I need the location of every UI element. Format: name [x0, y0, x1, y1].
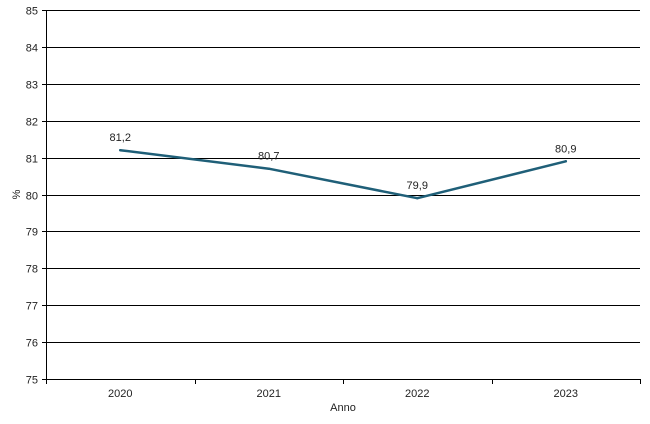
- y-tick-label: 82: [26, 117, 38, 129]
- y-tick-label: 75: [26, 375, 38, 387]
- data-label-2021: 80,7: [258, 151, 279, 163]
- y-tick-label: 79: [26, 227, 38, 239]
- series-group: [119, 148, 568, 200]
- axes: [46, 10, 640, 380]
- y-tick-label: 78: [26, 264, 38, 276]
- series-line-0: [119, 148, 568, 200]
- y-tick-label: 76: [26, 338, 38, 350]
- data-point-2020: [119, 149, 122, 152]
- x-tick-label-2021: 2021: [257, 388, 281, 400]
- y-tick-label: 77: [26, 301, 38, 313]
- x-tick-label-2023: 2023: [554, 388, 578, 400]
- x-axis-title: Anno: [330, 402, 356, 414]
- x-tick-label-2022: 2022: [405, 388, 429, 400]
- y-tick-label: 81: [26, 154, 38, 166]
- x-tick-label-2020: 2020: [108, 388, 132, 400]
- y-tick-label: 84: [26, 43, 38, 55]
- x-axis-ticks: 2020 2021 2022 2023: [46, 379, 641, 400]
- data-label-2022: 79,9: [407, 180, 428, 192]
- y-tick-label: 85: [26, 6, 38, 18]
- data-point-2021: [267, 167, 270, 170]
- y-axis-ticks: 75 76 77 78 79 80 81 82 83 84 85: [26, 6, 46, 387]
- data-point-2023: [564, 160, 567, 163]
- data-point-2022: [416, 196, 419, 200]
- y-tick-label: 83: [26, 80, 38, 92]
- data-labels: 81,2 80,7 79,9 80,9: [110, 132, 577, 192]
- data-label-2023: 80,9: [555, 143, 576, 155]
- y-axis-title: %: [11, 189, 23, 199]
- gridlines: [46, 10, 640, 343]
- y-tick-label: 80: [26, 191, 38, 203]
- data-label-2020: 81,2: [110, 132, 131, 144]
